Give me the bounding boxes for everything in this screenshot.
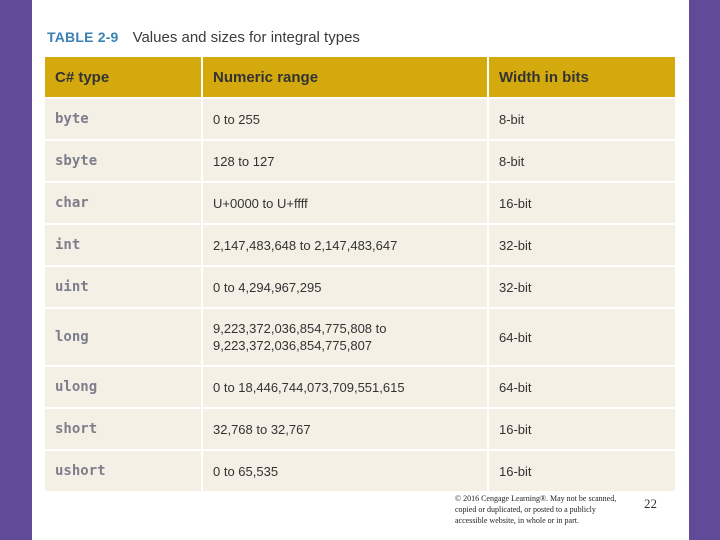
range-cell: U+0000 to U+ffff xyxy=(203,183,489,225)
range-cell: 0 to 4,294,967,295 xyxy=(203,267,489,309)
copyright-line: copied or duplicated, or posted to a pub… xyxy=(455,505,596,514)
range-line: 9,223,372,036,854,775,807 xyxy=(213,338,373,353)
width-cell: 64-bit xyxy=(489,367,675,409)
header-width-in-bits: Width in bits xyxy=(489,57,675,99)
copyright-line: © 2016 Cengage Learning®. May not be sca… xyxy=(455,494,617,503)
table-row: byte 0 to 255 8-bit xyxy=(45,99,675,141)
table-header-row: C# type Numeric range Width in bits xyxy=(45,57,675,99)
range-cell: 0 to 18,446,744,073,709,551,615 xyxy=(203,367,489,409)
range-line: 9,223,372,036,854,775,808 to xyxy=(213,321,387,336)
table-row: ushort 0 to 65,535 16-bit xyxy=(45,451,675,493)
width-cell: 16-bit xyxy=(489,183,675,225)
header-numeric-range: Numeric range xyxy=(203,57,489,99)
header-csharp-type: C# type xyxy=(45,57,203,99)
copyright-line: accessible website, in whole or in part. xyxy=(455,516,579,525)
range-cell: 9,223,372,036,854,775,808 to 9,223,372,0… xyxy=(203,309,489,367)
width-cell: 8-bit xyxy=(489,141,675,183)
type-cell: byte xyxy=(45,99,203,141)
type-cell: uint xyxy=(45,267,203,309)
range-cell: 0 to 255 xyxy=(203,99,489,141)
type-cell: long xyxy=(45,309,203,367)
width-cell: 32-bit xyxy=(489,225,675,267)
page-number: 22 xyxy=(644,496,657,511)
table-row: sbyte 128 to 127 8-bit xyxy=(45,141,675,183)
type-cell: short xyxy=(45,409,203,451)
copyright-notice: © 2016 Cengage Learning®. May not be sca… xyxy=(455,493,635,526)
type-cell: char xyxy=(45,183,203,225)
table-row: long 9,223,372,036,854,775,808 to 9,223,… xyxy=(45,309,675,367)
table-caption: TABLE 2-9 Values and sizes for integral … xyxy=(47,24,360,50)
width-cell: 64-bit xyxy=(489,309,675,367)
range-cell: 2,147,483,648 to 2,147,483,647 xyxy=(203,225,489,267)
type-cell: sbyte xyxy=(45,141,203,183)
left-accent-bar xyxy=(0,0,32,540)
right-accent-bar xyxy=(689,0,720,540)
type-cell: int xyxy=(45,225,203,267)
table-row: short 32,768 to 32,767 16-bit xyxy=(45,409,675,451)
width-cell: 8-bit xyxy=(489,99,675,141)
width-cell: 16-bit xyxy=(489,409,675,451)
range-cell: 32,768 to 32,767 xyxy=(203,409,489,451)
table-title: Values and sizes for integral types xyxy=(132,28,360,46)
table-row: int 2,147,483,648 to 2,147,483,647 32-bi… xyxy=(45,225,675,267)
type-cell: ushort xyxy=(45,451,203,493)
table-row: uint 0 to 4,294,967,295 32-bit xyxy=(45,267,675,309)
range-cell: 0 to 65,535 xyxy=(203,451,489,493)
integral-types-table: C# type Numeric range Width in bits byte… xyxy=(45,57,675,493)
table-number: TABLE 2-9 xyxy=(47,29,119,45)
width-cell: 16-bit xyxy=(489,451,675,493)
type-cell: ulong xyxy=(45,367,203,409)
range-cell: 128 to 127 xyxy=(203,141,489,183)
table-row: ulong 0 to 18,446,744,073,709,551,615 64… xyxy=(45,367,675,409)
width-cell: 32-bit xyxy=(489,267,675,309)
table-row: char U+0000 to U+ffff 16-bit xyxy=(45,183,675,225)
